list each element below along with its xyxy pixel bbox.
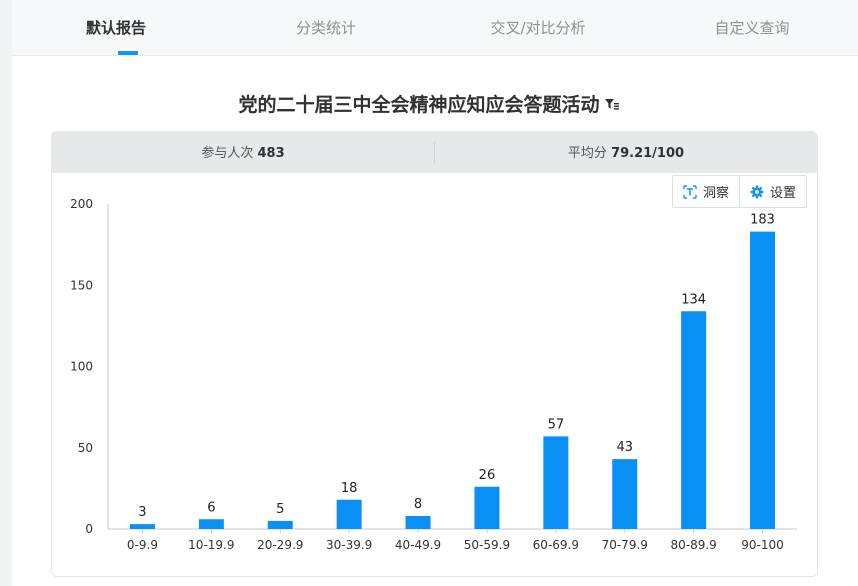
insight-button[interactable]: 洞察 [673,176,739,207]
y-tick-label: 100 [70,360,93,374]
x-tick-label-20-29.9: 20-29.9 [257,538,303,552]
bar-60-69.9 [543,436,569,529]
x-tick-label-40-49.9: 40-49.9 [395,538,441,552]
data-label-50-59.9: 26 [479,468,496,483]
bar-70-79.9 [612,459,638,529]
y-tick-label: 50 [78,441,93,455]
participants-value: 483 [257,146,285,161]
tab-category-stats[interactable]: 分类统计 [295,19,356,37]
settings-button[interactable]: 设置 [739,176,806,207]
insight-label: 洞察 [703,186,730,201]
text-insight-icon [683,184,697,199]
data-label-90-100: 183 [750,213,775,228]
x-tick-label-60-69.9: 60-69.9 [533,538,579,552]
participants-stat: 参与人次 483 [52,132,434,173]
x-tick-label-50-59.9: 50-59.9 [464,538,510,552]
data-label-10-19.9: 6 [207,500,215,515]
bar-10-19.9 [198,519,224,529]
data-label-0-9.9: 3 [138,505,146,520]
y-tick-label: 150 [70,278,93,292]
data-label-30-39.9: 18 [341,481,358,496]
report-title: 党的二十届三中全会精神应知应会答题活动 [238,94,600,116]
x-tick-label-70-79.9: 70-79.9 [602,538,648,552]
bar-0-9.9 [129,524,155,529]
x-tick-label-30-39.9: 30-39.9 [326,538,372,552]
score-distribution-chart: 0 50 100 150 200 3 0-9.9 6 10-19.9 5 20-29.9 18 30-3… [70,197,797,552]
data-label-20-29.9: 5 [276,502,284,517]
y-tick-label: 0 [85,522,93,536]
data-label-60-69.9: 57 [548,417,565,432]
score-distribution-card: 参与人次 483 平均分 79.21/100 洞察 设置 0 50 100 150 20… [51,131,818,577]
stats-bar: 参与人次 483 平均分 79.21/100 [52,132,817,173]
bar-50-59.9 [474,486,500,529]
active-tab-indicator [118,51,138,55]
data-label-70-79.9: 43 [616,440,633,455]
average-label: 平均分 [567,146,607,161]
report-tabs: 默认报告 分类统计 交叉/对比分析 自定义查询 [12,0,858,56]
chart-toolbar: 洞察 设置 [672,175,808,208]
report-title-row: 党的二十届三中全会精神应知应会答题活动 [0,90,858,117]
x-tick-label-10-19.9: 10-19.9 [188,538,234,552]
settings-label: 设置 [770,186,797,201]
bar-20-29.9 [267,520,293,529]
tab-default-report[interactable]: 默认报告 [85,19,146,37]
y-tick-label: 200 [70,197,93,211]
bar-40-49.9 [405,516,431,529]
x-tick-label-90-100: 90-100 [741,538,784,552]
x-tick-label-0-9.9: 0-9.9 [127,538,158,552]
average-value: 79.21/100 [611,146,685,161]
bar-80-89.9 [681,311,707,529]
bar-90-100 [750,231,776,529]
data-label-80-89.9: 134 [681,292,706,307]
stats-divider [434,142,435,164]
bar-30-39.9 [336,499,362,529]
data-label-40-49.9: 8 [414,497,422,512]
average-stat: 平均分 79.21/100 [435,132,817,173]
gear-icon [750,185,764,198]
filter-icon[interactable] [604,95,620,117]
tab-custom-query[interactable]: 自定义查询 [714,19,790,37]
x-tick-label-80-89.9: 80-89.9 [670,538,716,552]
participants-label: 参与人次 [201,146,254,161]
tab-cross-analysis[interactable]: 交叉/对比分析 [490,19,586,37]
